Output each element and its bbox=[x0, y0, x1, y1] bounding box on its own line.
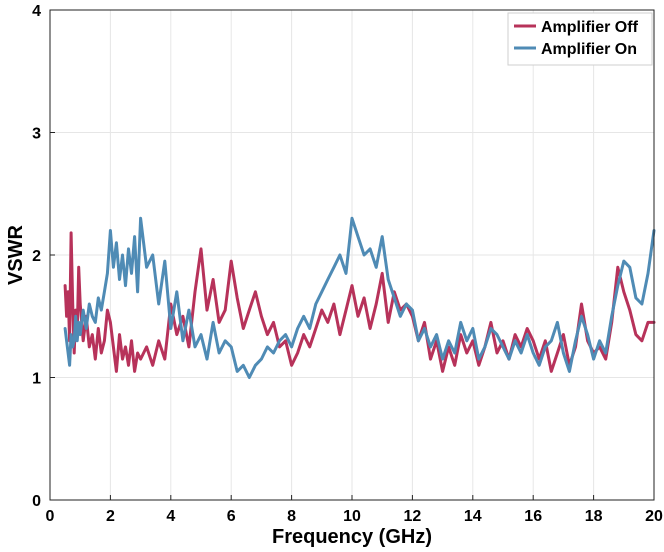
x-tick-label: 18 bbox=[585, 508, 603, 525]
x-tick-label: 10 bbox=[343, 508, 361, 525]
x-tick-label: 2 bbox=[106, 508, 115, 525]
legend: Amplifier Off Amplifier On bbox=[507, 12, 653, 66]
series-line-amplifier-on bbox=[63, 216, 656, 379]
x-tick-label: 14 bbox=[464, 508, 482, 525]
y-tick-label: 0 bbox=[32, 493, 41, 510]
legend-label: Amplifier On bbox=[541, 41, 637, 58]
x-tick-label: 16 bbox=[524, 508, 542, 525]
legend-label: Amplifier Off bbox=[541, 19, 639, 36]
x-tick-label: 4 bbox=[166, 508, 175, 525]
y-axis: 0 1 2 3 4 bbox=[32, 3, 55, 510]
y-tick-label: 3 bbox=[32, 126, 41, 143]
x-axis-title: Frequency (GHz) bbox=[272, 526, 432, 548]
y-tick-label: 2 bbox=[32, 248, 41, 265]
series-line-amplifier-off bbox=[63, 231, 656, 373]
y-tick-label: 4 bbox=[32, 3, 41, 20]
x-tick-label: 20 bbox=[645, 508, 663, 525]
x-tick-label: 8 bbox=[287, 508, 296, 525]
series-lines bbox=[63, 216, 656, 379]
y-tick-label: 1 bbox=[32, 371, 41, 388]
y-axis-title: VSWR bbox=[5, 224, 27, 285]
legend-box bbox=[507, 12, 653, 66]
x-tick-label: 6 bbox=[227, 508, 236, 525]
x-tick-label: 0 bbox=[46, 508, 55, 525]
x-axis: 0 2 4 6 8 10 12 14 16 18 20 bbox=[46, 495, 663, 525]
x-tick-label: 12 bbox=[404, 508, 422, 525]
